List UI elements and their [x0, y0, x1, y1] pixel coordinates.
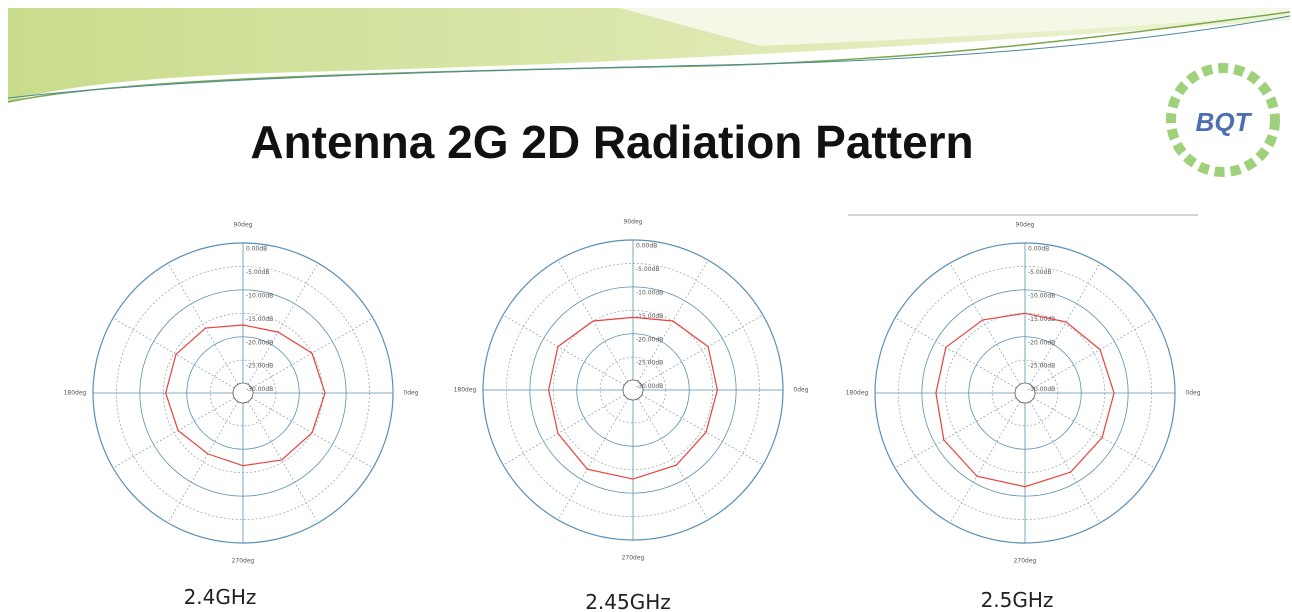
r-tick-label: -15.00dB — [246, 316, 273, 323]
theta-tick-label: 270deg — [622, 555, 645, 562]
grid-spoke — [558, 399, 628, 520]
grid-spoke — [1030, 402, 1100, 523]
r-tick-label: 0.00dB — [636, 243, 657, 250]
theta-tick-label: 180deg — [64, 390, 87, 397]
r-tick-label: 0.00dB — [1028, 246, 1049, 253]
logo-text: BQT — [1196, 107, 1253, 137]
grid-spoke — [113, 398, 234, 468]
theta-tick-label: 0deg — [1185, 390, 1200, 397]
grid-spoke — [895, 318, 1016, 388]
chart-caption: 2.45GHz — [585, 590, 671, 612]
theta-tick-label: 90deg — [624, 219, 643, 226]
r-tick-label: -20.00dB — [636, 336, 663, 343]
r-tick-label: -25.00dB — [1028, 363, 1055, 370]
theta-tick-label: 270deg — [1014, 558, 1037, 565]
grid-spoke — [503, 315, 624, 385]
grid-spoke — [168, 402, 238, 523]
grid-spoke — [248, 402, 318, 523]
logo: BQT — [1171, 68, 1275, 172]
r-tick-label: -20.00dB — [246, 339, 273, 346]
theta-tick-label: 270deg — [232, 558, 255, 565]
r-tick-label: -30.00dB — [246, 386, 273, 393]
r-tick-label: -5.00dB — [1028, 269, 1051, 276]
grid-spoke — [1034, 398, 1155, 468]
r-tick-label: -25.00dB — [636, 360, 663, 367]
grid-spoke — [638, 399, 708, 520]
theta-tick-label: 0deg — [403, 390, 418, 397]
theta-tick-label: 90deg — [1016, 222, 1035, 229]
r-tick-label: 0.00dB — [246, 246, 267, 253]
grid-spoke — [950, 402, 1020, 523]
chart-caption: 2.5GHz — [981, 588, 1054, 612]
grid-spoke — [503, 395, 624, 465]
r-tick-label: -30.00dB — [1028, 386, 1055, 393]
r-tick-label: -25.00dB — [246, 363, 273, 370]
grid-spoke — [642, 395, 763, 465]
grid-spoke — [642, 315, 763, 385]
grid-spoke — [113, 318, 234, 388]
theta-tick-label: 180deg — [454, 387, 477, 394]
chart-caption: 2.4GHz — [184, 585, 257, 609]
r-tick-label: -10.00dB — [636, 289, 663, 296]
r-tick-label: -10.00dB — [246, 292, 273, 299]
theta-tick-label: 0deg — [793, 387, 808, 394]
r-tick-label: -10.00dB — [1028, 292, 1055, 299]
grid-spoke — [168, 263, 238, 384]
slide: BQT Antenna 2G 2D Radiation Pattern 0.00… — [0, 0, 1292, 612]
r-tick-label: -5.00dB — [246, 269, 269, 276]
grid-spoke — [895, 398, 1016, 468]
header-decoration — [8, 8, 1290, 102]
r-tick-label: -30.00dB — [636, 383, 663, 390]
theta-tick-label: 180deg — [846, 390, 869, 397]
theta-tick-label: 90deg — [234, 222, 253, 229]
grid-spoke — [950, 263, 1020, 384]
slide-title: Antenna 2G 2D Radiation Pattern — [250, 116, 973, 168]
r-tick-label: -5.00dB — [636, 266, 659, 273]
r-tick-label: -20.00dB — [1028, 339, 1055, 346]
grid-spoke — [1034, 318, 1155, 388]
